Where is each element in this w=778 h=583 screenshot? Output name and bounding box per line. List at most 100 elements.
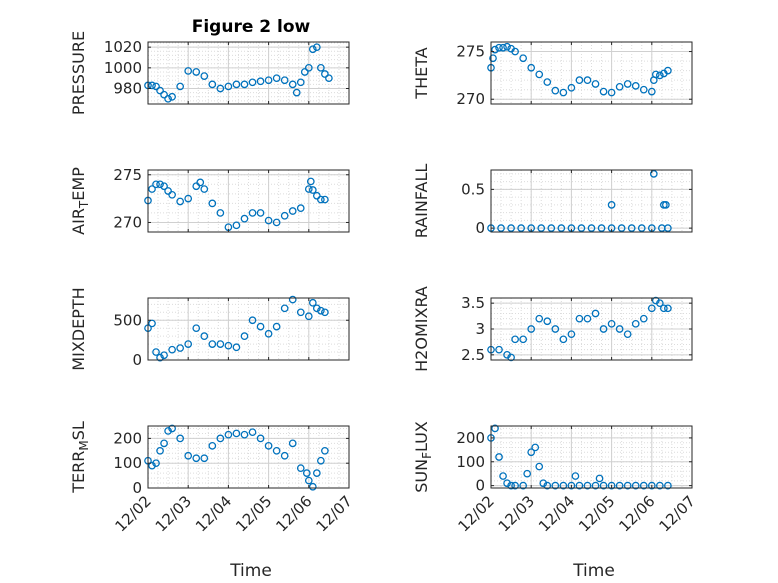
data-point bbox=[232, 80, 241, 89]
data-point bbox=[623, 330, 632, 339]
data-point bbox=[308, 482, 317, 491]
x-tick-label: 12/04 bbox=[535, 492, 578, 535]
data-point bbox=[240, 214, 249, 223]
x-tick-label: 12/05 bbox=[232, 492, 275, 535]
data-point bbox=[176, 82, 185, 91]
data-point bbox=[296, 308, 305, 317]
data-point bbox=[156, 446, 164, 455]
data-point bbox=[499, 472, 507, 480]
data-point bbox=[317, 306, 325, 315]
data-point bbox=[232, 221, 241, 230]
data-point bbox=[535, 462, 544, 471]
data-point bbox=[148, 81, 156, 90]
y-tick-label: 3.5 bbox=[461, 294, 485, 312]
x-axis-label-left: Time bbox=[229, 561, 272, 581]
data-point bbox=[160, 90, 168, 99]
y-axis-label: AIRTEMP bbox=[69, 167, 91, 235]
y-tick-label: 2.5 bbox=[461, 346, 485, 364]
data-point bbox=[160, 439, 168, 448]
data-point bbox=[312, 469, 321, 477]
data-point bbox=[631, 319, 640, 328]
data-point bbox=[627, 224, 636, 232]
data-point bbox=[208, 441, 217, 450]
data-point bbox=[304, 312, 313, 321]
data-point bbox=[308, 186, 317, 194]
data-point bbox=[664, 304, 672, 313]
data-point bbox=[156, 353, 164, 362]
y-tick-label: 275 bbox=[456, 43, 485, 61]
data-point bbox=[248, 209, 257, 217]
data-point bbox=[160, 351, 168, 360]
x-tick-label: 12/04 bbox=[192, 492, 235, 535]
data-point bbox=[623, 481, 632, 490]
data-point bbox=[583, 76, 592, 85]
data-point bbox=[655, 481, 664, 490]
axes-box bbox=[490, 169, 693, 233]
x-tick-label: 12/05 bbox=[575, 492, 618, 535]
data-point bbox=[264, 441, 273, 450]
data-point bbox=[168, 190, 176, 199]
data-point bbox=[232, 429, 241, 438]
data-point bbox=[607, 481, 616, 490]
data-point bbox=[519, 54, 528, 63]
subplot-6: 2.5 3 3.5 H2OMIXRA bbox=[412, 286, 693, 372]
data-point bbox=[308, 45, 317, 54]
data-point bbox=[575, 314, 584, 323]
data-point bbox=[615, 82, 624, 91]
data-point bbox=[599, 481, 608, 490]
data-point bbox=[551, 481, 560, 490]
data-point bbox=[272, 218, 281, 227]
data-point bbox=[272, 74, 281, 83]
figure-title: Figure 2 low bbox=[192, 17, 311, 37]
data-point bbox=[272, 322, 281, 331]
data-point bbox=[664, 224, 672, 232]
data-point bbox=[168, 92, 176, 101]
data-point bbox=[543, 481, 552, 490]
data-point bbox=[543, 78, 552, 86]
data-point bbox=[499, 43, 507, 52]
subplot-5: 0 500 MIXDEPTH bbox=[69, 287, 350, 371]
data-point bbox=[152, 459, 160, 468]
axes-box bbox=[490, 425, 693, 489]
x-axis-label-right: Time bbox=[572, 561, 615, 581]
subplot-4: 0 0.5 RAINFALL bbox=[412, 164, 693, 239]
data-point bbox=[607, 201, 616, 209]
data-point bbox=[655, 71, 664, 80]
y-tick-label: 100 bbox=[456, 453, 485, 471]
data-point bbox=[304, 476, 313, 485]
data-point bbox=[583, 481, 592, 490]
data-point bbox=[164, 94, 172, 103]
data-point bbox=[531, 443, 540, 452]
x-tick-label: 12/02 bbox=[112, 492, 155, 535]
data-point bbox=[559, 481, 568, 490]
y-axis-label: THETA bbox=[412, 47, 431, 99]
data-point bbox=[575, 481, 584, 490]
data-point bbox=[631, 82, 640, 90]
data-point bbox=[296, 78, 305, 87]
y-tick-label: 275 bbox=[113, 166, 142, 184]
data-point bbox=[208, 340, 217, 348]
y-axis-label: RAINFALL bbox=[412, 164, 431, 239]
data-point bbox=[543, 317, 552, 326]
data-point bbox=[232, 343, 241, 352]
data-point bbox=[551, 325, 560, 333]
axes-box bbox=[147, 169, 350, 233]
y-tick-label: 1020 bbox=[104, 38, 142, 56]
y-axis-label: TERRMSL bbox=[69, 421, 91, 494]
data-point bbox=[296, 204, 305, 213]
data-point bbox=[176, 197, 185, 206]
data-point bbox=[256, 434, 265, 443]
axes-box bbox=[147, 297, 350, 361]
y-tick-label: 270 bbox=[456, 90, 485, 108]
data-point bbox=[547, 224, 556, 232]
data-point bbox=[296, 464, 305, 473]
data-point bbox=[216, 434, 225, 443]
data-point bbox=[519, 481, 528, 490]
data-point bbox=[321, 195, 329, 204]
data-point bbox=[168, 345, 176, 354]
data-point bbox=[312, 304, 321, 313]
data-point bbox=[176, 344, 185, 352]
data-point bbox=[517, 224, 526, 232]
y-tick-label: 0 bbox=[132, 351, 142, 369]
data-point bbox=[557, 224, 566, 232]
